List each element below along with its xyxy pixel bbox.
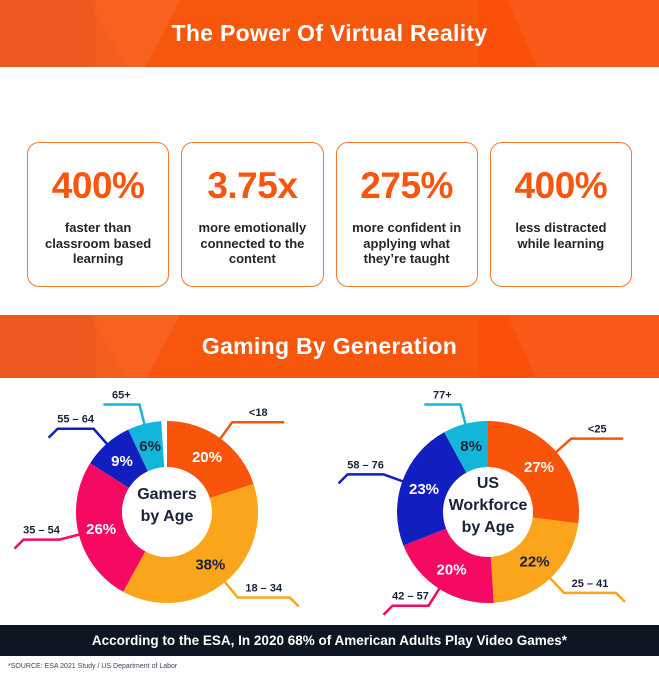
stat-value: 3.75x [207, 165, 298, 206]
segment-leader-line [424, 403, 468, 430]
stat-description: less distracted while learning [515, 220, 607, 251]
segment-leader-line [13, 532, 85, 550]
stat-value: 400% [514, 165, 608, 206]
segment-leader-line [382, 583, 443, 616]
segment-leader-line [220, 577, 300, 608]
section-banner: Gaming By Generation [0, 315, 659, 378]
segment-category-label: 42 – 57 [392, 591, 429, 603]
segment-value-label: 20% [437, 561, 467, 578]
segment-leader-line [545, 573, 626, 603]
segment-category-label: 25 – 41 [572, 578, 609, 590]
donut-segment-<18 [167, 421, 254, 499]
charts-row: 20% <18 38% 18 – 34 26% 35 – 54 9% 55 – 64 6% 65+… [0, 385, 659, 622]
header-banner: The Power Of Virtual Reality [0, 0, 659, 67]
stat-cards-row: 400% faster than classroom based learnin… [0, 142, 659, 287]
segment-value-label: 22% [520, 554, 550, 571]
segment-value-label: 27% [524, 459, 554, 476]
footer-statement: According to the ESA, In 2020 68% of Ame… [91, 633, 568, 648]
segment-value-label: 8% [460, 438, 482, 455]
donut-segment-77+ [444, 421, 488, 473]
segment-value-label: 20% [192, 449, 222, 466]
donut-center-label: Gamers by Age [137, 486, 197, 525]
donut-segment-<25 [488, 421, 579, 524]
segment-leader-line [337, 473, 408, 485]
donut-segment-55–64 [90, 429, 148, 488]
segment-value-label: 26% [86, 521, 116, 538]
segment-value-label: 23% [409, 481, 439, 498]
segment-category-label: 77+ [433, 389, 452, 401]
footer-banner: According to the ESA, In 2020 68% of Ame… [0, 625, 659, 656]
stat-value: 275% [360, 165, 453, 206]
page-title: The Power Of Virtual Reality [171, 20, 488, 46]
donut-segment-25–41 [490, 517, 579, 603]
segment-leader-line [216, 420, 285, 444]
section-title: Gaming By Generation [201, 333, 458, 359]
donut-segment-18–34 [123, 483, 258, 603]
donut-segment-65+ [128, 421, 165, 472]
segment-category-label: <25 [588, 424, 607, 436]
donut-segment-42–57 [403, 528, 494, 603]
stat-card-confidence: 275% more confident in applying what the… [335, 142, 478, 287]
source-note: *SOURCE: ESA 2021 Study / US Department … [8, 663, 178, 670]
segment-category-label: 65+ [112, 389, 131, 401]
segment-category-label: 55 – 64 [57, 414, 95, 426]
segment-category-label: 18 – 34 [245, 583, 283, 595]
stat-card-learning-speed: 400% faster than classroom based learnin… [27, 142, 170, 287]
segment-leader-line [47, 427, 112, 449]
stat-value: 400% [51, 165, 145, 206]
segment-leader-line [551, 437, 624, 457]
segment-category-label: 35 – 54 [23, 525, 61, 537]
stat-description: faster than classroom based learning [45, 220, 152, 267]
segment-category-label: <18 [249, 407, 268, 419]
donut-segment-58–76 [397, 432, 467, 546]
segment-value-label: 38% [195, 556, 225, 573]
segment-category-label: 58 – 76 [347, 459, 384, 471]
segment-leader-line [103, 403, 147, 430]
segment-value-label: 6% [139, 438, 161, 455]
stat-description: more emotionally connected to the conten… [198, 220, 307, 267]
stat-card-emotional-connection: 3.75x more emotionally connected to the … [181, 142, 324, 287]
donut-center-label: US Workforce by Age [449, 475, 528, 536]
stat-description: more confident in applying what they’re … [352, 220, 462, 267]
donut-chart-gamers-by-age: 20% <18 38% 18 – 34 26% 35 – 54 9% 55 – 64 6% 65+… [13, 389, 300, 608]
segment-value-label: 9% [111, 453, 133, 470]
stat-card-distraction: 400% less distracted while learning [489, 142, 632, 287]
donut-segment-35–54 [75, 463, 146, 592]
donut-chart-us-workforce-by-age: 27% <25 22% 25 – 41 20% 42 – 57 23% 58 – 76 8% 77… [337, 389, 626, 616]
